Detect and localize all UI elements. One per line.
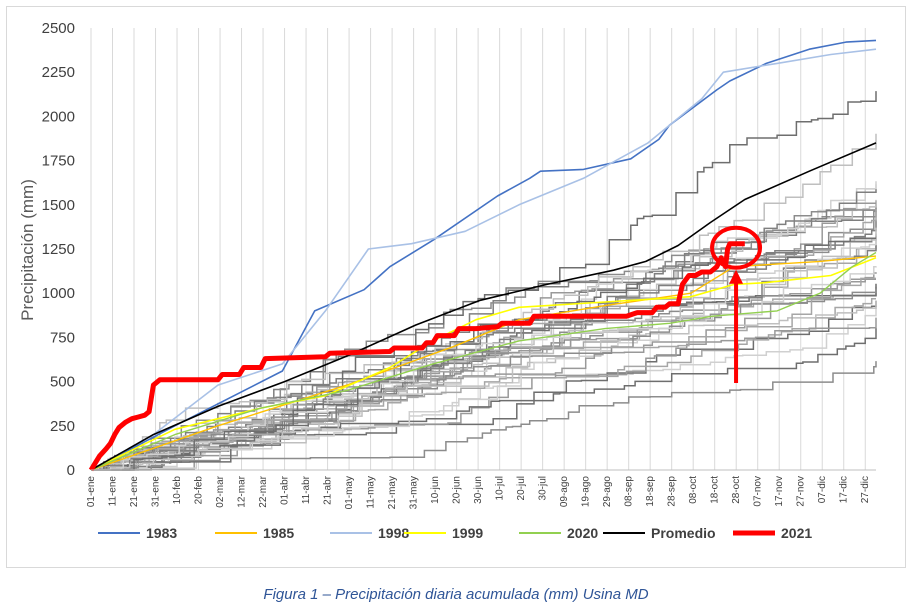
y-tick-label: 1000 bbox=[42, 285, 75, 302]
y-tick-label: 1750 bbox=[42, 153, 75, 170]
y-tick-label: 2250 bbox=[42, 64, 75, 81]
x-tick-label: 12-mar bbox=[237, 475, 248, 507]
chart-svg: 0 250 500 750 1000 1250 1500 1750 2000 2250 2500 0… bbox=[18, 20, 877, 541]
x-tick-label: 21-abr bbox=[323, 475, 334, 505]
x-tick-labels: 01-ene 11-ene 21-ene 31-ene 10-feb 20-feb 02-m… bbox=[86, 475, 871, 509]
y-tick-labels: 0 250 500 750 1000 1250 1500 1750 2000 2250 2500 bbox=[42, 20, 75, 479]
y-tick-label: 1250 bbox=[42, 241, 75, 258]
x-tick-label: 01-abr bbox=[280, 475, 291, 505]
legend-label-2020: 2020 bbox=[567, 525, 598, 541]
y-tick-label: 250 bbox=[50, 418, 75, 435]
background-year-line bbox=[91, 243, 876, 471]
x-tick-label: 27-nov bbox=[796, 476, 807, 507]
legend-label-2021: 2021 bbox=[781, 525, 812, 541]
legend: 1983 1985 1998 1999 2020 Promedio 2021 bbox=[98, 525, 812, 541]
y-axis-label: Precipitación (mm) bbox=[18, 179, 37, 321]
x-tick-label: 21-ene bbox=[129, 476, 140, 508]
x-tick-label: 11-may bbox=[366, 476, 377, 509]
x-tick-label: 08-sep bbox=[624, 476, 635, 507]
legend-label-1999: 1999 bbox=[452, 525, 483, 541]
x-tick-label: 19-ago bbox=[581, 476, 592, 508]
legend-label-1985: 1985 bbox=[263, 525, 294, 541]
annotation-circle bbox=[710, 225, 763, 270]
y-tick-label: 750 bbox=[50, 329, 75, 346]
x-tick-label: 02-mar bbox=[215, 475, 226, 507]
legend-label-promedio: Promedio bbox=[651, 525, 716, 541]
x-tick-label: 11-ene bbox=[108, 476, 119, 507]
x-tick-label: 07-dic bbox=[817, 476, 828, 503]
x-tick-label: 31-ene bbox=[151, 476, 162, 508]
legend-label-1983: 1983 bbox=[146, 525, 177, 541]
background-year-line bbox=[91, 219, 877, 471]
series-line-2020 bbox=[90, 251, 877, 471]
x-tick-label: 30-jul bbox=[538, 476, 549, 500]
x-tick-label: 30-jun bbox=[473, 476, 484, 504]
x-tick-label: 10-jul bbox=[495, 476, 506, 500]
x-tick-label: 17-nov bbox=[774, 476, 785, 507]
x-tick-label: 17-dic bbox=[839, 476, 850, 503]
x-tick-label: 21-may bbox=[387, 476, 398, 509]
annotation-arrow-head bbox=[729, 269, 744, 284]
y-tick-label: 1500 bbox=[42, 197, 75, 214]
x-tick-label: 08-oct bbox=[688, 476, 699, 504]
x-tick-label: 01-may bbox=[344, 476, 355, 509]
x-tick-label: 28-oct bbox=[731, 476, 742, 504]
x-tick-label: 20-feb bbox=[194, 476, 205, 505]
x-tick-label: 29-ago bbox=[602, 476, 613, 508]
x-tick-label: 01-ene bbox=[86, 476, 97, 508]
series-line-1985 bbox=[90, 255, 877, 471]
series-line-2021 bbox=[88, 241, 745, 472]
background-years bbox=[91, 91, 877, 471]
background-year-line bbox=[91, 298, 876, 471]
x-tick-label: 20-jun bbox=[452, 476, 463, 504]
series-line-1998 bbox=[90, 48, 877, 471]
highlight-annotation bbox=[710, 225, 763, 383]
figure-caption: Figura 1 – Precipitación diaria acumulad… bbox=[263, 586, 649, 603]
x-tick-label: 18-sep bbox=[645, 476, 656, 507]
x-tick-label: 28-sep bbox=[667, 476, 678, 507]
x-tick-label: 10-feb bbox=[172, 476, 183, 505]
x-tick-label: 11-abr bbox=[301, 475, 312, 504]
legend-label-1998: 1998 bbox=[378, 525, 409, 541]
background-year-line bbox=[91, 91, 877, 471]
background-year-line bbox=[91, 227, 877, 471]
x-tick-label: 07-nov bbox=[753, 476, 764, 507]
y-tick-label: 2500 bbox=[42, 20, 75, 37]
y-tick-label: 2000 bbox=[42, 108, 75, 125]
y-tick-label: 0 bbox=[67, 462, 75, 479]
x-tick-label: 22-mar bbox=[258, 475, 269, 507]
x-tick-label: 09-ago bbox=[559, 476, 570, 508]
background-year-line bbox=[91, 189, 877, 471]
series-lines bbox=[88, 39, 877, 472]
x-tick-label: 18-oct bbox=[710, 476, 721, 504]
background-year-line bbox=[91, 361, 877, 471]
x-tick-label: 10-jun bbox=[430, 476, 441, 504]
x-tick-label: 31-may bbox=[409, 476, 420, 509]
series-line-promedio bbox=[90, 142, 877, 471]
y-tick-label: 500 bbox=[50, 374, 75, 391]
x-tick-label: 27-dic bbox=[860, 476, 871, 503]
x-tick-label: 20-jul bbox=[516, 476, 527, 500]
background-year-line bbox=[91, 317, 877, 471]
